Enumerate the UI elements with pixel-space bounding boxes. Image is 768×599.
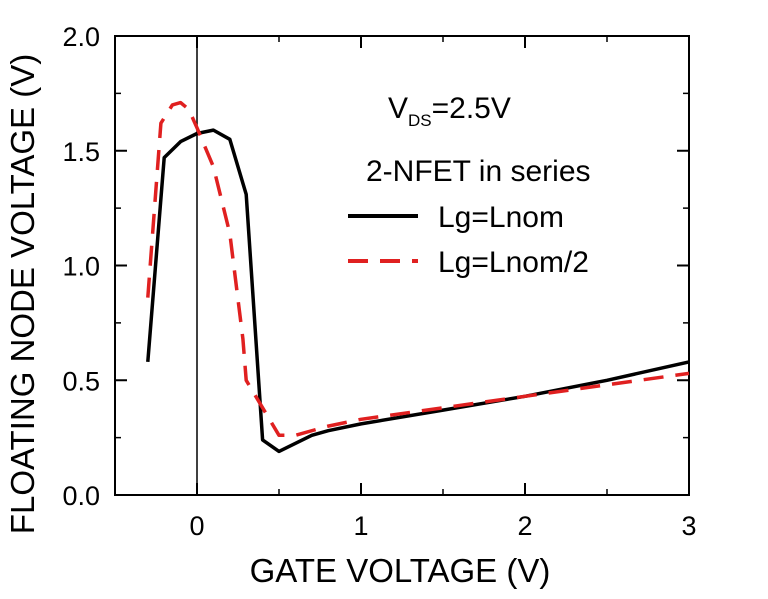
vds-annotation: VDS=2.5V <box>388 92 511 130</box>
y-tick-label: 1.0 <box>62 252 100 282</box>
legend-label-lnom: Lg=Lnom <box>438 201 564 234</box>
y-tick-label: 1.5 <box>62 137 100 167</box>
config-annotation: 2-NFET in series <box>366 155 591 188</box>
vds-annotation-main: V <box>388 92 408 125</box>
x-tick-label: 0 <box>189 511 204 541</box>
x-axis-label: GATE VOLTAGE (V) <box>250 552 551 589</box>
vds-annotation-subscript: DS <box>408 111 432 130</box>
y-tick-label: 0.5 <box>62 366 100 396</box>
x-tick-label: 3 <box>681 511 696 541</box>
vds-annotation-value: =2.5V <box>432 92 511 125</box>
y-tick-label: 2.0 <box>62 22 100 52</box>
y-tick-label: 0.0 <box>62 481 100 511</box>
legend: Lg=Lnom Lg=Lnom/2 <box>348 201 589 279</box>
series-line-lnom-half <box>146 100 690 438</box>
axes: 0.0 0.5 1.0 1.5 2.0 0 1 2 3 <box>62 22 696 541</box>
x-tick-label: 2 <box>517 511 532 541</box>
series-layer <box>146 100 690 454</box>
legend-label-lnom-half: Lg=Lnom/2 <box>438 246 589 279</box>
y-axis-label: FLOATING NODE VOLTAGE (V) <box>4 54 41 534</box>
series-line-lnom <box>146 128 690 454</box>
x-tick-label: 1 <box>353 511 368 541</box>
